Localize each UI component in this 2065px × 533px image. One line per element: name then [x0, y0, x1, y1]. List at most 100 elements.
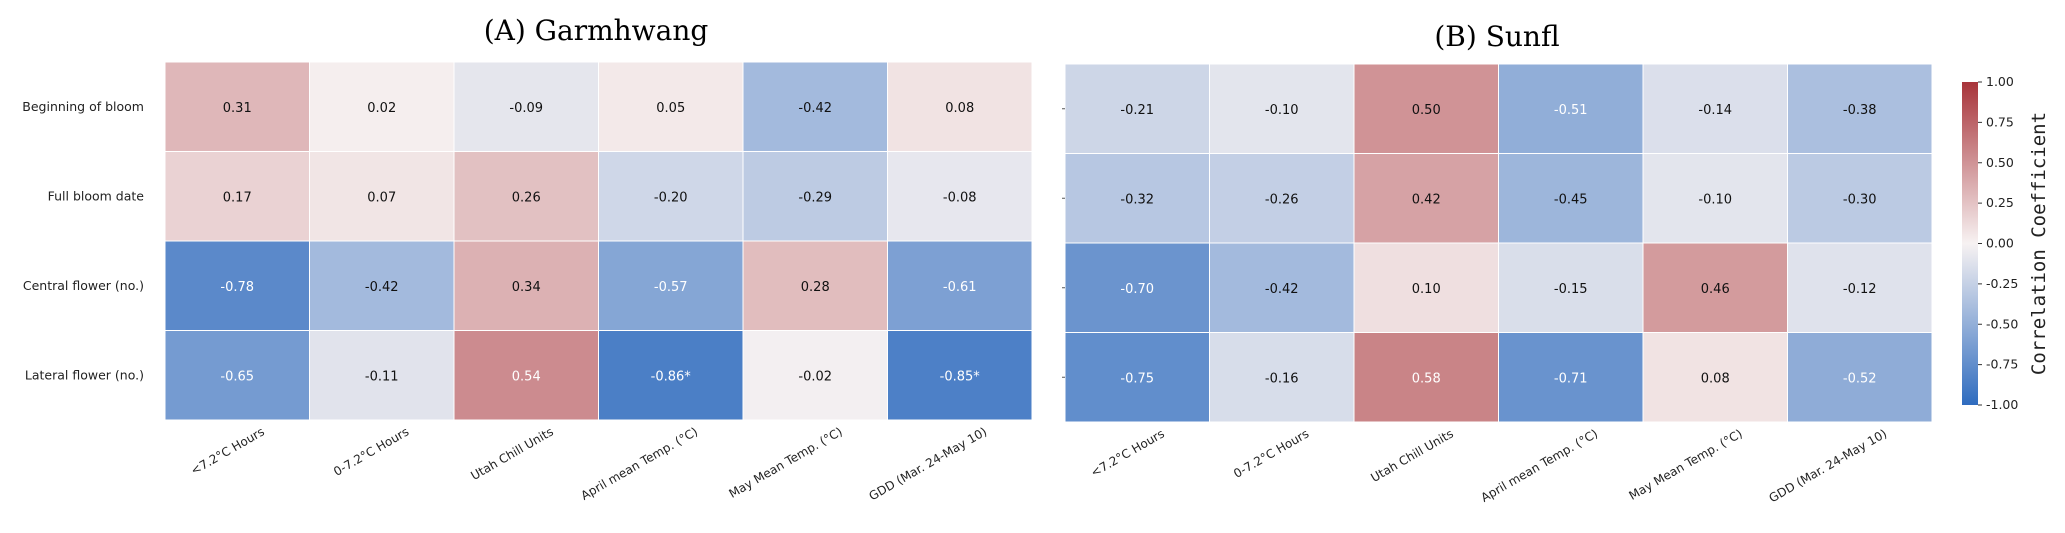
colorbar-tick-label: 0.00 [1986, 236, 2014, 251]
heatmap-cell [742, 61, 888, 152]
heatmap-cell [1498, 332, 1644, 423]
heatmap-cell [1787, 332, 1933, 423]
heatmap-cell [1642, 332, 1788, 423]
cell-value-label: 0.05 [656, 101, 685, 116]
cell-value-label: -0.26 [1265, 192, 1299, 207]
colorbar-tick-label: -0.75 [1986, 357, 2018, 372]
heatmap-cell [309, 330, 455, 421]
column-label: <7.2°C Hours [188, 424, 266, 477]
cell-value-label: 0.54 [512, 369, 541, 384]
heatmap-panel-a: (A) Garmhwang 0.31 0.02 -0.09 0.05 -0.42 0.08 0… [22, 14, 1033, 503]
row-label: Beginning of bloom [22, 99, 144, 114]
cell-value-label: -0.21 [1120, 103, 1154, 118]
cell-value-label: 0.02 [367, 101, 396, 116]
cell-value-label: -0.78 [220, 280, 254, 295]
colorbar-label: Correlation Coefficient [2028, 112, 2050, 375]
heatmap-cell [1064, 153, 1210, 244]
cell-value-label: -0.51 [1554, 103, 1588, 118]
heatmap-cell [164, 240, 310, 331]
cell-value-label: -0.86* [651, 369, 692, 384]
colorbar-gradient [1962, 82, 1978, 405]
cell-value-label: 0.42 [1412, 192, 1441, 207]
column-label: April mean Temp. (°C) [1479, 426, 1601, 504]
column-label: 0-7.2°C Hours [1231, 426, 1311, 480]
cell-value-label: -0.70 [1120, 282, 1154, 297]
cell-value-label: -0.38 [1843, 103, 1877, 118]
heatmap-cell [309, 151, 455, 242]
cell-value-label: 0.26 [512, 190, 541, 205]
cell-value-label: -0.09 [509, 101, 543, 116]
heatmap-cell [1064, 63, 1210, 154]
heatmap-cell [887, 330, 1033, 421]
cell-value-label: 0.17 [223, 190, 252, 205]
heatmap-cell [1498, 63, 1644, 154]
column-label: May Mean Temp. (°C) [1626, 426, 1744, 502]
row-label: Lateral flower (no.) [25, 367, 144, 382]
heatmap-cell [1498, 242, 1644, 333]
cell-value-label: 0.07 [367, 190, 396, 205]
heatmap-cell [164, 330, 310, 421]
column-label: GDD (Mar. 24-May 10) [867, 424, 990, 503]
cell-value-label: -0.71 [1554, 371, 1588, 386]
cell-value-label: -0.45 [1554, 192, 1588, 207]
column-label: April mean Temp. (°C) [579, 424, 701, 502]
cell-value-label: -0.08 [943, 190, 977, 205]
heatmap-cell [742, 240, 888, 331]
heatmap-cell [1064, 242, 1210, 333]
heatmap-cell [309, 61, 455, 152]
heatmap-cell [1787, 242, 1933, 333]
colorbar: 1.00 0.75 0.50 0.25 0.00 -0.25 -0.50 -0.75 -1.00… [1962, 74, 2050, 412]
heatmap-panel-b: (B) Sunfl -0.21 -0.10 0.50 -0.51 -0.14 -0.38 -0… [1062, 20, 1933, 505]
cell-value-label: -0.42 [365, 280, 399, 295]
heatmap-cell [309, 240, 455, 331]
heatmap-cell [1787, 63, 1933, 154]
heatmap-cell [1787, 153, 1933, 244]
heatmap-cell [1353, 332, 1499, 423]
heatmap-cell [887, 240, 1033, 331]
heatmap-cell [1209, 242, 1355, 333]
cell-value-label: -0.61 [943, 280, 977, 295]
heatmap-cell [453, 330, 599, 421]
heatmap-cell [742, 330, 888, 421]
cell-value-label: 0.46 [1701, 282, 1730, 297]
cell-value-label: -0.10 [1265, 103, 1299, 118]
cell-value-label: -0.75 [1120, 371, 1154, 386]
column-label: Utah Chill Units [1368, 426, 1455, 484]
column-label: Utah Chill Units [468, 424, 555, 482]
cell-value-label: -0.52 [1843, 371, 1877, 386]
heatmap-cell [598, 61, 744, 152]
heatmap-cell [598, 151, 744, 242]
colorbar-tick-label: 0.50 [1986, 155, 2014, 170]
heatmap-cell [1064, 332, 1210, 423]
heatmap-cell [1642, 63, 1788, 154]
column-label: May Mean Temp. (°C) [726, 424, 844, 500]
cell-value-label: -0.12 [1843, 282, 1877, 297]
column-label: 0-7.2°C Hours [331, 424, 411, 478]
cell-value-label: -0.16 [1265, 371, 1299, 386]
cell-value-label: 0.08 [1701, 371, 1730, 386]
cell-value-label: 0.31 [223, 101, 252, 116]
chart-title: (A) Garmhwang [484, 14, 709, 47]
heatmap-cell [887, 61, 1033, 152]
chart-title: (B) Sunfl [1434, 20, 1559, 53]
cell-value-label: 0.08 [945, 101, 974, 116]
colorbar-tick-label: 1.00 [1986, 74, 2014, 89]
cell-value-label: -0.02 [798, 369, 832, 384]
colorbar-tick-label: -1.00 [1986, 397, 2018, 412]
column-label: <7.2°C Hours [1088, 426, 1166, 479]
heatmap-cell [1353, 242, 1499, 333]
colorbar-tick-label: 0.75 [1986, 114, 2014, 129]
heatmap-cell [164, 61, 310, 152]
row-label: Central flower (no.) [23, 278, 144, 293]
row-label: Full bloom date [48, 188, 145, 203]
heatmap-cell [1642, 153, 1788, 244]
heatmap-cell [453, 240, 599, 331]
cell-value-label: -0.14 [1698, 103, 1732, 118]
heatmap-cell [598, 330, 744, 421]
cell-value-label: -0.57 [654, 280, 688, 295]
cell-value-label: -0.32 [1120, 192, 1154, 207]
heatmap-cell [887, 151, 1033, 242]
heatmap-cell [1353, 63, 1499, 154]
cell-value-label: -0.20 [654, 190, 688, 205]
